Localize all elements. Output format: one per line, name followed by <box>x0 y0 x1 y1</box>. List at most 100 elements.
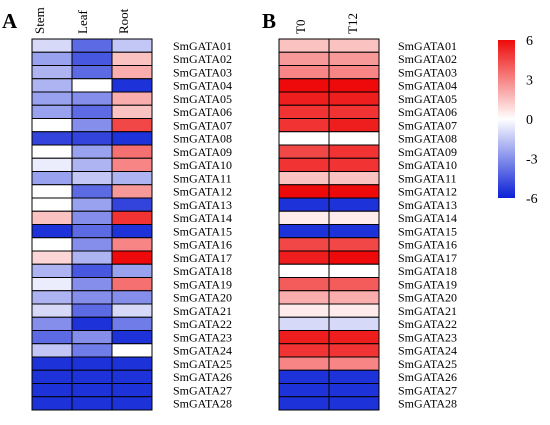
heatmap-cell <box>71 78 113 93</box>
heatmap-cell <box>71 396 113 411</box>
heatmap-cell <box>328 330 380 345</box>
heatmap-cell <box>71 65 113 80</box>
heatmap-cell <box>278 303 330 318</box>
heatmap-cell <box>328 118 380 133</box>
row-label: SmGATA19 <box>173 277 232 291</box>
heatmap-cell <box>31 330 73 345</box>
color-legend-tick: 3 <box>526 74 533 89</box>
heatmap-cell <box>71 263 113 278</box>
heatmap-cell <box>71 383 113 398</box>
row-label: SmGATA28 <box>398 397 457 411</box>
row-label: SmGATA15 <box>398 224 457 238</box>
row-label: SmGATA20 <box>398 291 457 305</box>
heatmap-cell <box>111 250 153 265</box>
heatmap-cell <box>71 171 113 186</box>
row-label: SmGATA05 <box>398 92 457 106</box>
heatmap-cell <box>278 65 330 80</box>
heatmap-cell <box>278 210 330 225</box>
heatmap-cell <box>328 224 380 239</box>
heatmap-cell <box>328 51 380 66</box>
column-label: T0 <box>293 20 308 34</box>
row-label: SmGATA14 <box>173 211 232 225</box>
heatmap-cell <box>328 369 380 384</box>
heatmap-cell <box>71 330 113 345</box>
heatmap-cell <box>111 237 153 252</box>
row-label: SmGATA01 <box>173 39 232 53</box>
heatmap-cell <box>71 91 113 106</box>
heatmap-cell <box>328 184 380 199</box>
heatmap-cell <box>328 237 380 252</box>
heatmap-cell <box>328 157 380 172</box>
heatmap-cell <box>328 104 380 119</box>
row-label: SmGATA02 <box>173 52 232 66</box>
heatmap-cell <box>31 290 73 305</box>
heatmap-cell <box>71 316 113 331</box>
heatmap-cell <box>71 210 113 225</box>
row-label: SmGATA22 <box>173 317 232 331</box>
heatmap-cell <box>31 144 73 159</box>
heatmap-cell <box>111 91 153 106</box>
heatmap-cell <box>278 78 330 93</box>
heatmap-cell <box>111 38 153 53</box>
heatmap-cell <box>31 250 73 265</box>
color-legend-tick: 0 <box>526 113 533 128</box>
row-label: SmGATA22 <box>398 317 457 331</box>
row-label: SmGATA24 <box>173 344 232 358</box>
heatmap-cell <box>111 383 153 398</box>
heatmap-cell <box>71 104 113 119</box>
row-label: SmGATA04 <box>398 79 457 93</box>
row-label: SmGATA03 <box>173 65 232 79</box>
heatmap-cell <box>111 171 153 186</box>
heatmap-cell <box>111 210 153 225</box>
color-legend-tick: -6 <box>526 192 538 207</box>
heatmap-cell <box>328 303 380 318</box>
row-label: SmGATA16 <box>398 238 457 252</box>
heatmap-cell <box>278 38 330 53</box>
heatmap-cell <box>278 396 330 411</box>
row-label: SmGATA25 <box>173 357 232 371</box>
heatmap-cell <box>111 330 153 345</box>
column-label: Root <box>116 8 131 34</box>
heatmap-cell <box>328 38 380 53</box>
heatmap-cell <box>31 224 73 239</box>
heatmap-cell <box>278 356 330 371</box>
row-label: SmGATA06 <box>173 105 232 119</box>
heatmap-cell <box>111 131 153 146</box>
row-label: SmGATA21 <box>398 304 457 318</box>
heatmap-cell <box>31 171 73 186</box>
heatmap-cell <box>278 343 330 358</box>
row-label: SmGATA23 <box>398 330 457 344</box>
row-label: SmGATA18 <box>398 264 457 278</box>
heatmap-cell <box>278 118 330 133</box>
panel-label-b: B <box>262 9 276 33</box>
row-label: SmGATA24 <box>398 344 457 358</box>
heatmap-cell <box>278 144 330 159</box>
heatmap-cell <box>71 369 113 384</box>
heatmap-cell <box>71 343 113 358</box>
heatmap-cell <box>71 131 113 146</box>
row-label: SmGATA04 <box>173 79 232 93</box>
heatmap-cell <box>111 118 153 133</box>
heatmap-cell <box>328 78 380 93</box>
heatmap-cell <box>111 197 153 212</box>
heatmap-cell <box>31 131 73 146</box>
heatmap-cell <box>278 250 330 265</box>
row-label: SmGATA12 <box>398 185 457 199</box>
heatmap-cell <box>71 290 113 305</box>
heatmap-cell <box>31 104 73 119</box>
color-legend-tick: 6 <box>526 34 533 49</box>
heatmap-cell <box>71 250 113 265</box>
heatmap-cell <box>328 396 380 411</box>
row-label: SmGATA09 <box>398 145 457 159</box>
heatmap-cell <box>71 184 113 199</box>
row-label: SmGATA08 <box>173 132 232 146</box>
heatmap-cell <box>31 78 73 93</box>
row-label: SmGATA23 <box>173 330 232 344</box>
heatmap-cell <box>71 197 113 212</box>
heatmap-cell <box>31 210 73 225</box>
heatmap-cell <box>278 171 330 186</box>
heatmap-cell <box>278 104 330 119</box>
row-label: SmGATA27 <box>398 383 457 397</box>
heatmap-cell <box>278 277 330 292</box>
heatmap-cell <box>111 277 153 292</box>
